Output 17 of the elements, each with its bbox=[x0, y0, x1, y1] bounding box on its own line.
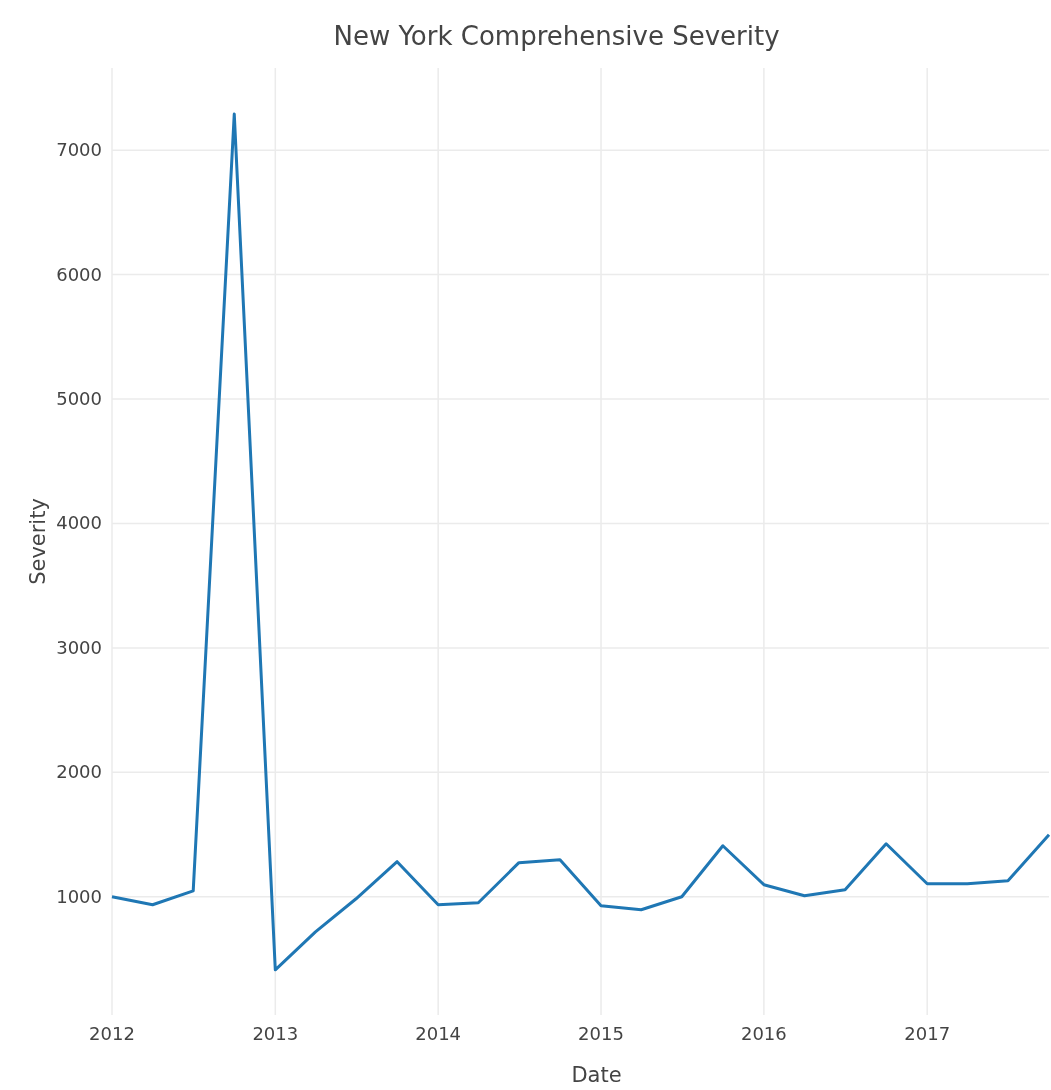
y-tick-label: 5000 bbox=[56, 388, 102, 410]
x-tick-label: 2017 bbox=[904, 1023, 951, 1044]
y-tick-label: 4000 bbox=[56, 512, 102, 534]
y-tick-label: 7000 bbox=[56, 139, 102, 161]
y-tick-label: 3000 bbox=[56, 636, 102, 658]
y-tick-label: 6000 bbox=[56, 263, 102, 285]
x-tick-label: 2015 bbox=[578, 1023, 624, 1044]
x-axis-title: Date bbox=[571, 1063, 622, 1087]
y-tick-label: 1000 bbox=[56, 885, 102, 907]
x-tick-label: 2013 bbox=[252, 1023, 299, 1044]
x-tick-label: 2016 bbox=[740, 1023, 787, 1044]
y-tick-label: 2000 bbox=[56, 761, 102, 783]
chart-title: New York Comprehensive Severity bbox=[333, 21, 780, 51]
line-series bbox=[110, 112, 1051, 972]
x-tick-label: 2012 bbox=[89, 1023, 135, 1044]
x-tick-label: 2014 bbox=[415, 1023, 462, 1044]
y-axis-title: Severity bbox=[26, 498, 50, 585]
